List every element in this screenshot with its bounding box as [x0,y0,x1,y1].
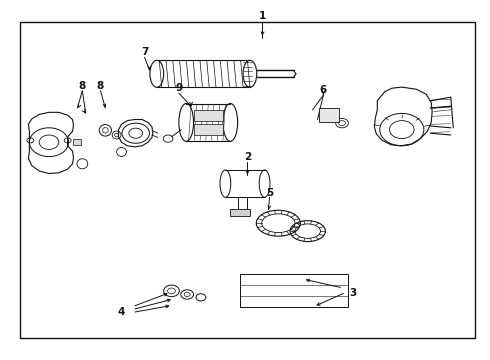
Bar [20,22,475,338]
Text: 4: 4 [118,307,125,318]
Text: 6: 6 [320,85,327,95]
Bar [240,274,348,307]
Polygon shape [119,120,153,147]
Text: 3: 3 [349,288,356,298]
Polygon shape [374,87,432,146]
Bar [194,110,223,121]
Text: 2: 2 [244,152,251,162]
Bar [194,124,223,135]
Text: 7: 7 [141,47,148,57]
Bar [230,209,250,216]
Bar [318,108,339,122]
Text: 9: 9 [175,83,182,93]
Text: 8: 8 [79,81,86,91]
Text: 5: 5 [266,188,273,198]
Text: 1: 1 [259,11,266,21]
Text: 8: 8 [97,81,104,91]
Polygon shape [28,112,74,174]
Bar [73,139,81,145]
